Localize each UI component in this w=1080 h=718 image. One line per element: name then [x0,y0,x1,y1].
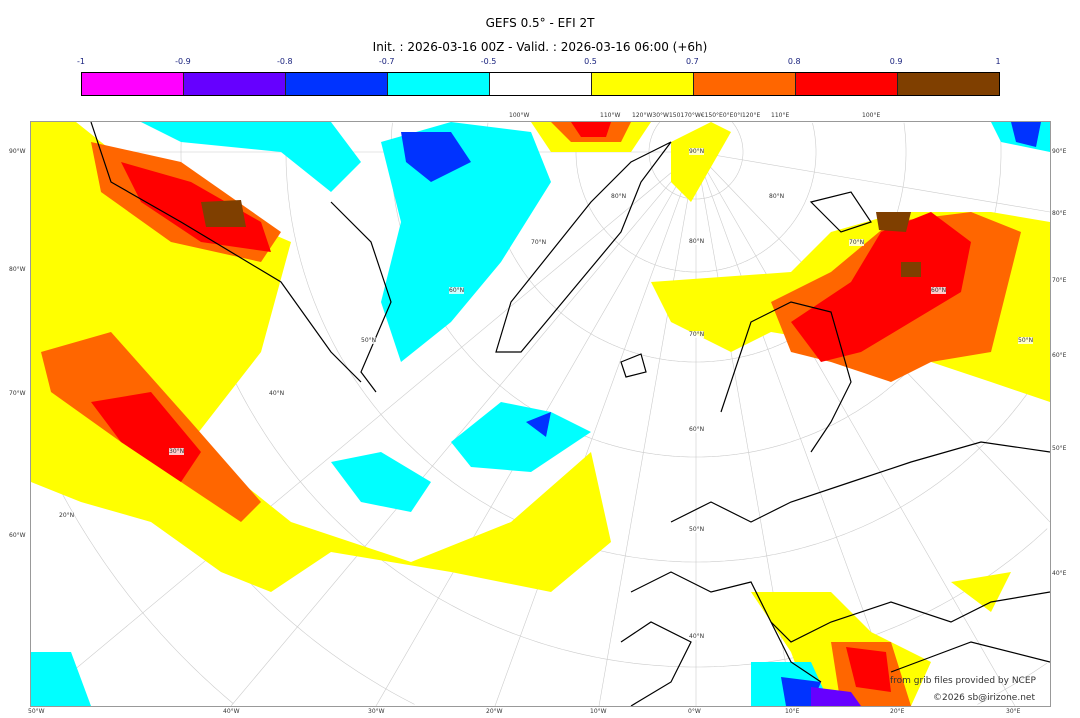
colorbar-tick-label: 0.5 [584,57,597,66]
latitude-label: 20°N [59,512,75,519]
bottom-axis-label: 10°W [590,708,607,715]
colorbar-tick-label: 1 [995,57,1001,66]
top-axis-label: 120°W30°W150170°W€150°E0°E0°I120°E [632,112,761,119]
left-axis-label: 70°W [9,390,26,397]
right-axis-label: 80°E [1052,210,1067,217]
right-axis-label: 60°E [1052,352,1067,359]
colorbar-tick-label: 0.8 [787,57,801,66]
latitude-label: 80°N [611,193,627,200]
bottom-axis-label: 30°E [1006,708,1021,715]
colorbar-tick-label: -1 [77,57,85,66]
colorbar-tick-label: 0.7 [685,57,699,66]
copyright-credit: ©2026 sb@irizone.net [933,693,1035,703]
colorbar-swatch [388,73,490,95]
left-axis-label: 80°W [9,266,26,273]
right-axis-label: 40°E [1052,570,1067,577]
latitude-label: 70°N [849,239,865,246]
bottom-axis-label: 40°W [223,708,240,715]
colorbar-swatch [592,73,694,95]
latitude-label: 50°N [361,337,377,344]
colorbar-tick-label: -0.5 [480,57,497,66]
data-source-credit: from grib files provided by NCEP [890,676,1036,686]
latitude-label: 80°N [689,238,705,245]
latitude-circle [977,662,1048,705]
latitude-label: 80°N [769,193,785,200]
colorbar-swatch [286,73,388,95]
top-axis-label: 100°W [509,112,530,119]
colorbar-tick-label: -0.9 [175,57,191,66]
colorbar-swatch [490,73,592,95]
latitude-label: 50°N [689,526,705,533]
latitude-label: 60°N [689,426,705,433]
latitude-label: 60°N [449,287,465,294]
right-axis-label: 90°E [1052,148,1067,155]
bottom-axis-label: 0°W [688,708,701,715]
latitude-label: 70°N [689,331,705,338]
latitude-circle [903,122,907,152]
top-axis-label: 100°E [862,112,881,119]
colorbar-swatch [796,73,898,95]
latitude-circle [180,124,1048,668]
latitude-label: 30°N [169,448,185,455]
latitude-label: 40°N [269,390,285,397]
left-axis-label: 90°W [9,148,26,155]
bottom-axis-label: 10°E [785,708,800,715]
bottom-axis-label: 50°W [28,708,45,715]
colorbar-swatch [82,73,184,95]
bottom-axis-label: 30°W [368,708,385,715]
bottom-axis-label: 20°E [890,708,905,715]
top-axis-label: 110°E [771,112,790,119]
left-axis-label: 60°W [9,532,26,539]
map-title: GEFS 0.5° - EFI 2T [485,16,595,30]
top-axis-label: 110°W [600,112,621,119]
efi-map: 90°N 80°N 80°N 70°N 70°N 60°N 60°N 50°N 50°N 40°N… [30,121,1051,707]
latitude-label: 70°N [531,239,547,246]
coastlines [90,122,1050,706]
latitude-circle [575,122,817,273]
latitude-circle [812,122,817,152]
latitude-circle [648,122,744,200]
right-axis-label: 50°E [1052,445,1067,452]
latitude-circle [732,122,744,152]
latitude-label: 90°N [689,148,705,155]
colorbar-tick-label: -0.7 [378,57,395,66]
colorbar-tick-label: -0.8 [276,57,293,66]
colorbar-tick-label: 0.9 [889,57,903,66]
right-axis-label: 70°E [1052,277,1067,284]
latitude-label: 60°N [931,287,947,294]
colorbar-swatch [898,73,999,95]
colorbar-swatch [184,73,286,95]
colorbar-swatch [694,73,796,95]
latitude-label: 50°N [1018,337,1034,344]
latitude-label: 40°N [689,633,705,640]
colorbar-legend [81,72,1000,96]
bottom-axis-label: 20°W [486,708,503,715]
map-subtitle: Init. : 2026-03-16 00Z - Valid. : 2026-0… [372,40,708,54]
